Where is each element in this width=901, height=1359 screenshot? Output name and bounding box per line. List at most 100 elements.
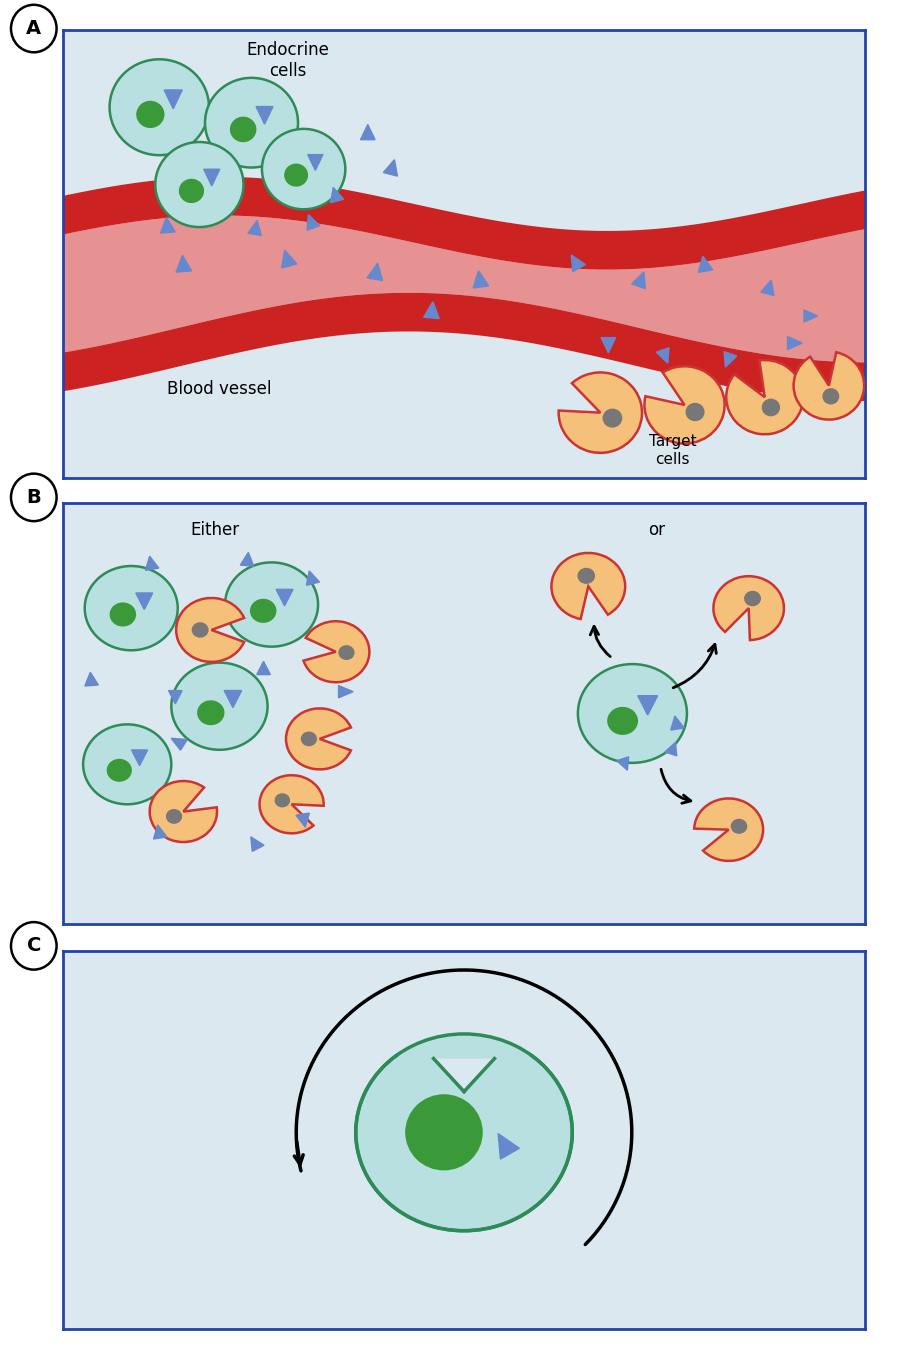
Polygon shape [248,220,261,235]
Wedge shape [176,598,244,662]
Circle shape [179,179,204,202]
Polygon shape [164,90,182,109]
Polygon shape [63,292,865,401]
Text: Target
cells: Target cells [649,435,696,466]
Polygon shape [160,217,175,234]
Text: Either: Either [191,520,240,540]
Polygon shape [306,571,320,586]
Polygon shape [153,825,167,839]
Circle shape [110,603,135,626]
Polygon shape [250,837,264,851]
Circle shape [198,701,223,724]
Circle shape [155,143,243,227]
Polygon shape [724,352,737,367]
Polygon shape [132,750,148,765]
Circle shape [578,568,595,583]
Polygon shape [787,337,802,349]
Polygon shape [307,215,320,230]
Circle shape [608,708,637,734]
Polygon shape [145,556,159,571]
Polygon shape [224,690,241,708]
Wedge shape [150,781,217,843]
Circle shape [405,1095,482,1170]
Polygon shape [698,255,713,272]
Circle shape [604,409,622,427]
Circle shape [275,794,289,807]
Polygon shape [282,250,296,268]
Wedge shape [694,799,763,860]
Circle shape [231,117,256,141]
Circle shape [262,129,345,209]
Polygon shape [308,155,323,170]
Circle shape [302,733,316,746]
Polygon shape [339,685,353,697]
Circle shape [285,164,307,186]
Circle shape [11,5,57,52]
Polygon shape [601,337,615,353]
Circle shape [250,599,276,622]
Circle shape [578,665,687,762]
Circle shape [824,389,839,404]
Wedge shape [794,352,864,420]
Polygon shape [383,159,397,177]
Polygon shape [168,690,182,704]
Polygon shape [136,593,152,609]
Circle shape [137,102,164,128]
Polygon shape [760,280,774,295]
Polygon shape [423,302,439,318]
Polygon shape [63,216,865,363]
Polygon shape [665,742,677,756]
Wedge shape [304,621,369,682]
Circle shape [687,404,704,420]
Text: Blood vessel: Blood vessel [168,381,272,398]
Polygon shape [63,177,865,269]
Circle shape [107,760,132,781]
Circle shape [83,724,171,805]
Polygon shape [331,188,343,202]
Text: Endocrine
cells: Endocrine cells [246,42,329,80]
Circle shape [167,810,181,824]
Wedge shape [286,708,350,769]
Polygon shape [670,716,684,730]
Circle shape [225,563,318,647]
Circle shape [745,591,760,606]
Text: A: A [26,19,41,38]
Polygon shape [498,1133,519,1159]
Circle shape [193,622,208,637]
Circle shape [171,663,268,750]
Polygon shape [241,553,254,567]
Wedge shape [714,576,784,640]
Circle shape [762,400,779,416]
Polygon shape [656,348,669,363]
Polygon shape [296,813,309,828]
Circle shape [11,923,57,969]
Polygon shape [638,696,658,715]
Ellipse shape [356,1034,572,1231]
Text: B: B [26,488,41,507]
Polygon shape [176,255,192,272]
Polygon shape [85,673,98,686]
Polygon shape [473,270,488,288]
Wedge shape [644,367,724,443]
Polygon shape [617,757,629,771]
Polygon shape [804,310,817,322]
Polygon shape [433,1059,495,1091]
Wedge shape [559,372,642,453]
Polygon shape [257,662,270,674]
Circle shape [205,77,298,167]
Polygon shape [276,590,293,606]
Polygon shape [256,106,273,124]
Circle shape [11,474,57,520]
Wedge shape [259,775,323,833]
Wedge shape [726,360,803,435]
Polygon shape [171,738,187,750]
Polygon shape [571,255,586,272]
Text: C: C [27,936,41,955]
Circle shape [110,60,209,155]
Polygon shape [632,272,645,288]
Polygon shape [360,125,375,140]
Circle shape [85,565,177,651]
Polygon shape [204,170,220,186]
Circle shape [339,646,354,659]
Polygon shape [367,264,382,280]
